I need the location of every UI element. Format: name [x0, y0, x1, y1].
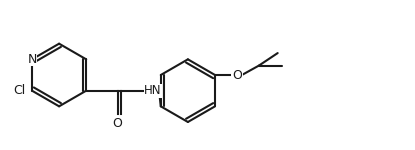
- Text: O: O: [112, 117, 122, 130]
- Text: N: N: [27, 53, 37, 66]
- Text: Cl: Cl: [13, 84, 25, 97]
- Text: HN: HN: [144, 84, 162, 97]
- Text: O: O: [232, 69, 242, 81]
